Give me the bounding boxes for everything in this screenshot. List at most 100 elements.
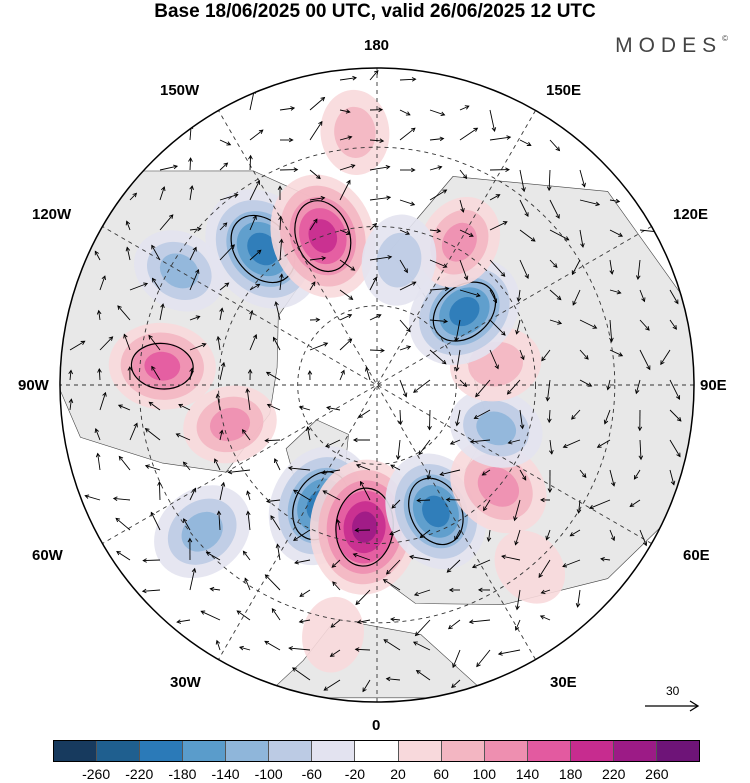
wind-vector-head [288, 137, 294, 143]
wind-vector [637, 259, 641, 280]
label-90e: 90E [700, 377, 727, 394]
wind-vector-head [411, 281, 417, 286]
wind-vector [607, 379, 611, 390]
wind-vector [440, 469, 461, 476]
wind-vector [151, 245, 161, 261]
wind-vector-head [223, 162, 229, 168]
wind-vector [219, 194, 238, 201]
wind-vector [572, 289, 581, 306]
wind-vector-head [214, 458, 219, 464]
wind-vector [151, 366, 161, 381]
wind-vector [244, 578, 251, 591]
wind-vector-head [293, 536, 298, 541]
wind-vector-head [116, 550, 121, 556]
brand-logo: MODES© [615, 34, 728, 58]
wind-vector-head [142, 558, 147, 563]
wind-vector [85, 495, 101, 501]
height-contour [130, 342, 194, 390]
wind-vector-head [402, 392, 408, 398]
wind-vector-head [596, 443, 602, 448]
wind-vector [307, 427, 311, 441]
wind-vector [508, 439, 521, 444]
wind-vector [309, 257, 326, 261]
wind-vector [271, 608, 281, 621]
wind-vector [249, 334, 257, 351]
wind-vector-head [112, 496, 118, 501]
wind-vector [476, 649, 491, 667]
colorbar-segment [570, 741, 614, 761]
wind-vector [489, 221, 508, 231]
wind-vector [390, 618, 401, 621]
wind-vector-head [492, 298, 498, 304]
wind-vector [129, 192, 137, 201]
wind-vector-head [178, 403, 184, 409]
wind-vector-head [84, 494, 90, 499]
wind-vector-head [315, 317, 321, 323]
wind-vector-head [196, 226, 202, 232]
wind-vector [571, 409, 581, 420]
wind-vector-head [516, 297, 522, 303]
wind-vector [219, 244, 235, 261]
wind-vector [216, 394, 221, 411]
wind-vector-head [437, 165, 443, 170]
wind-vector-head [385, 164, 391, 170]
wind-vector-head [173, 164, 179, 170]
wind-vector-head [469, 439, 475, 444]
wind-vector-head [592, 324, 598, 329]
wind-vector [459, 289, 481, 297]
wind-vector [489, 109, 496, 132]
wind-vector [339, 289, 353, 300]
wind-vector-head [416, 498, 422, 503]
wind-vector-head [600, 556, 605, 562]
wind-vector [597, 439, 611, 448]
anomaly-contour [494, 530, 566, 604]
wind-vector-head [329, 652, 335, 657]
wind-vector-head [571, 270, 576, 276]
wind-vector-head [576, 509, 582, 514]
wind-vector [142, 589, 161, 592]
wind-vector [249, 155, 252, 171]
wind-vector-head [674, 299, 679, 305]
wind-vector-head [572, 300, 577, 306]
wind-vector [228, 469, 251, 473]
wind-vector-head [115, 517, 121, 523]
wind-vector-head [133, 422, 138, 428]
wind-vector [417, 499, 431, 502]
wind-vector-head [506, 135, 512, 140]
wind-vector-head [575, 603, 581, 608]
wind-vector-head [471, 564, 477, 569]
wind-vector-head [252, 215, 257, 220]
label-90w: 90W [18, 377, 49, 394]
wind-vector-head [670, 480, 676, 486]
wind-vector-head [354, 527, 360, 533]
wind-vector-head [355, 600, 361, 606]
wind-vector [150, 512, 161, 531]
wind-vector-head [616, 289, 622, 295]
wind-vector-head [410, 167, 416, 173]
colorbar-segment [613, 741, 657, 761]
wind-vector [429, 138, 444, 141]
wind-vector-head [219, 429, 224, 435]
wind-vector [386, 678, 401, 681]
anomaly-contour [449, 297, 480, 327]
wind-vector [219, 282, 229, 291]
wind-vector [273, 337, 281, 351]
colorbar-segment [54, 741, 98, 761]
wind-vector [189, 158, 192, 171]
wind-vector [416, 670, 431, 681]
wind-vector [279, 107, 295, 111]
colorbar-tick-label: -140 [211, 766, 240, 782]
wind-vector-head [151, 365, 156, 371]
wind-vector-head [216, 510, 222, 516]
wind-vector [159, 186, 165, 201]
wind-vector-head [347, 135, 353, 140]
wind-vector [178, 404, 191, 411]
wind-vector-head [323, 686, 329, 691]
wind-vector [99, 336, 113, 351]
wind-vector-head [606, 385, 611, 391]
wind-vector [299, 406, 311, 411]
wind-vector [459, 259, 468, 280]
wind-vector-head [216, 335, 221, 341]
wind-vector-head [522, 475, 527, 481]
wind-vector [639, 319, 650, 331]
